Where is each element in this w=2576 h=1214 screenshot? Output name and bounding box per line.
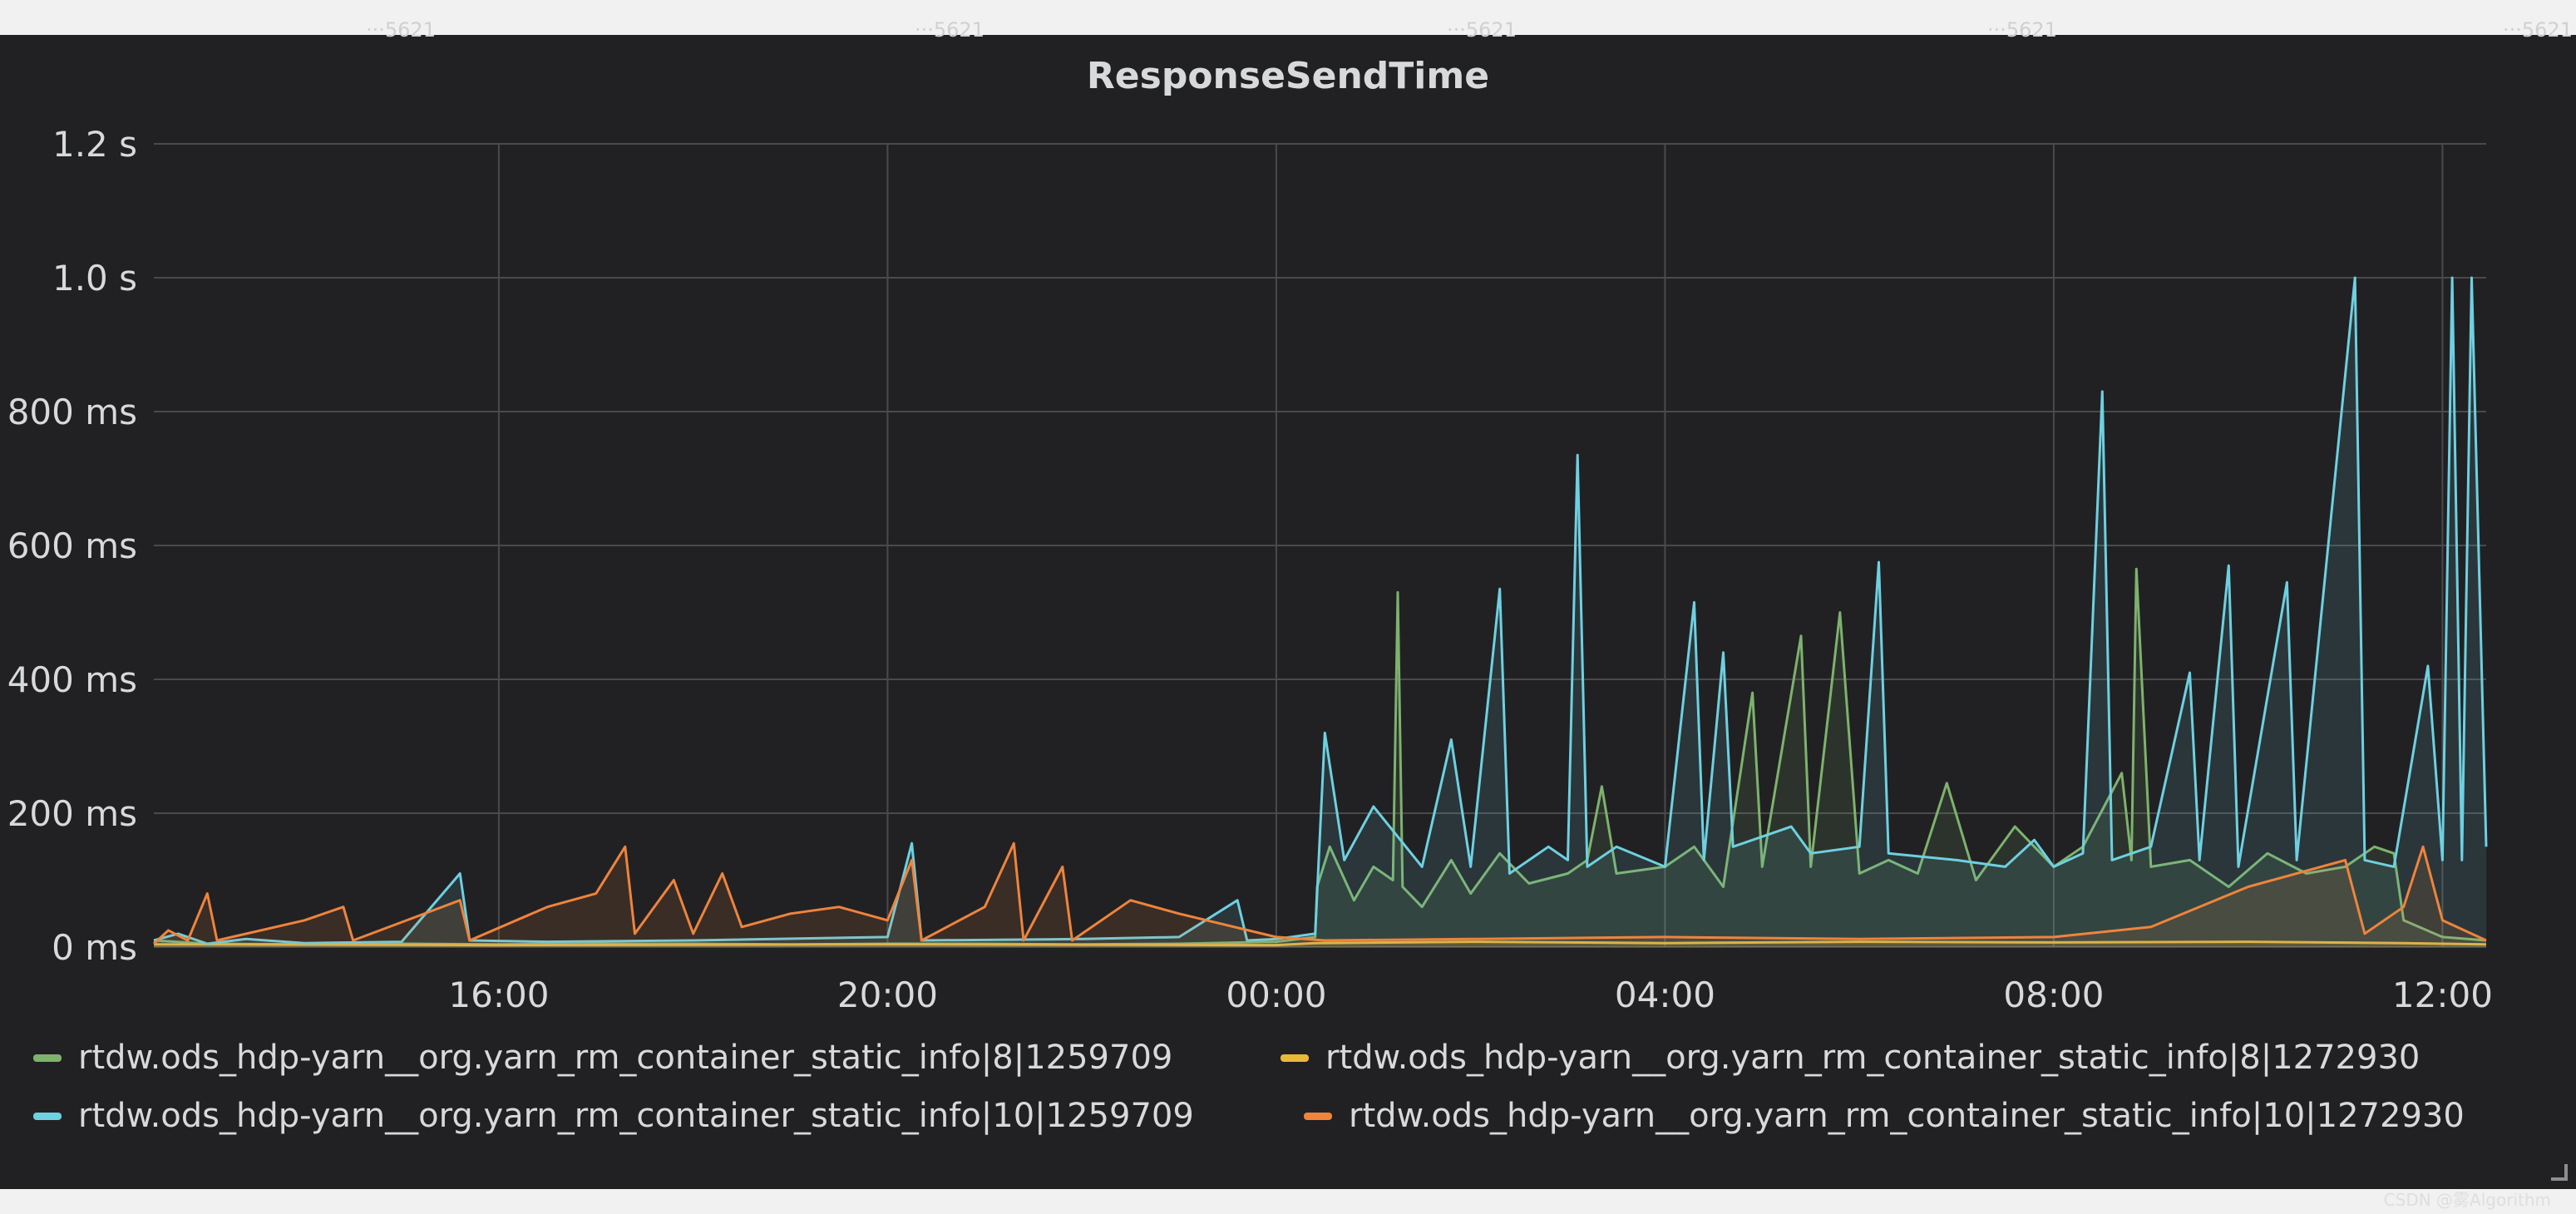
series-area-2 [154, 278, 2486, 947]
credit-text: CSDN @雾Algorithm [2383, 1190, 2551, 1210]
legend-label: rtdw.ods_hdp-yarn__org.yarn_rm_container… [1325, 1039, 2421, 1077]
y-tick-label: 400 ms [7, 659, 137, 700]
legend-swatch [1304, 1112, 1332, 1120]
series-line-2 [153, 276, 2488, 945]
x-tick-label: 00:00 [1226, 975, 1326, 1015]
response-send-time-chart: 0 ms 200 ms 400 ms 600 ms 800 ms 1.0 s 1.2 s 16… [7, 124, 2493, 1015]
x-tick-label: 20:00 [837, 975, 938, 1015]
legend-item[interactable]: rtdw.ods_hdp-yarn__org.yarn_rm_container… [1281, 1034, 2420, 1081]
series-area-3 [154, 843, 2486, 947]
y-tick-label: 800 ms [7, 392, 137, 432]
legend-item[interactable]: rtdw.ods_hdp-yarn__org.yarn_rm_container… [33, 1034, 1172, 1081]
y-tick-label: 1.0 s [52, 258, 137, 299]
y-tick-label: 200 ms [7, 793, 137, 834]
watermark: ···5621 [2503, 18, 2573, 42]
series-line-3 [152, 841, 2487, 945]
legend-swatch [1281, 1054, 1309, 1062]
legend-swatch [33, 1112, 62, 1120]
legend-label: rtdw.ods_hdp-yarn__org.yarn_rm_container… [78, 1039, 1173, 1077]
legend-item[interactable]: rtdw.ods_hdp-yarn__org.yarn_rm_container… [1304, 1093, 2465, 1139]
x-tick-label: 08:00 [2003, 975, 2104, 1015]
chart-legend: rtdw.ods_hdp-yarn__org.yarn_rm_container… [0, 35, 2576, 1189]
watermark: ···5621 [1447, 18, 1517, 42]
graph-panel: 0 ms 200 ms 400 ms 600 ms 800 ms 1.0 s 1.2 s 16… [0, 35, 2576, 1189]
x-tick-label: 12:00 [2392, 975, 2493, 1015]
legend-item[interactable]: rtdw.ods_hdp-yarn__org.yarn_rm_container… [33, 1093, 1194, 1139]
watermark: ···5621 [1987, 18, 2057, 42]
legend-swatch [33, 1054, 62, 1062]
y-tick-label: 600 ms [7, 526, 137, 566]
y-tick-label: 0 ms [52, 927, 137, 968]
legend-label: rtdw.ods_hdp-yarn__org.yarn_rm_container… [1349, 1097, 2465, 1135]
series-area-0 [154, 569, 2486, 947]
panel-title[interactable]: ResponseSendTime [1086, 55, 1490, 97]
x-tick-label: 16:00 [448, 975, 549, 1015]
panel-resize-handle[interactable] [2551, 1164, 2568, 1181]
watermark: ···5621 [915, 18, 985, 42]
y-tick-label: 1.2 s [52, 124, 137, 165]
watermark: ···5621 [366, 18, 436, 42]
series-line-1 [153, 940, 2487, 947]
x-tick-label: 04:00 [1615, 975, 1715, 1015]
legend-label: rtdw.ods_hdp-yarn__org.yarn_rm_container… [78, 1097, 1194, 1135]
